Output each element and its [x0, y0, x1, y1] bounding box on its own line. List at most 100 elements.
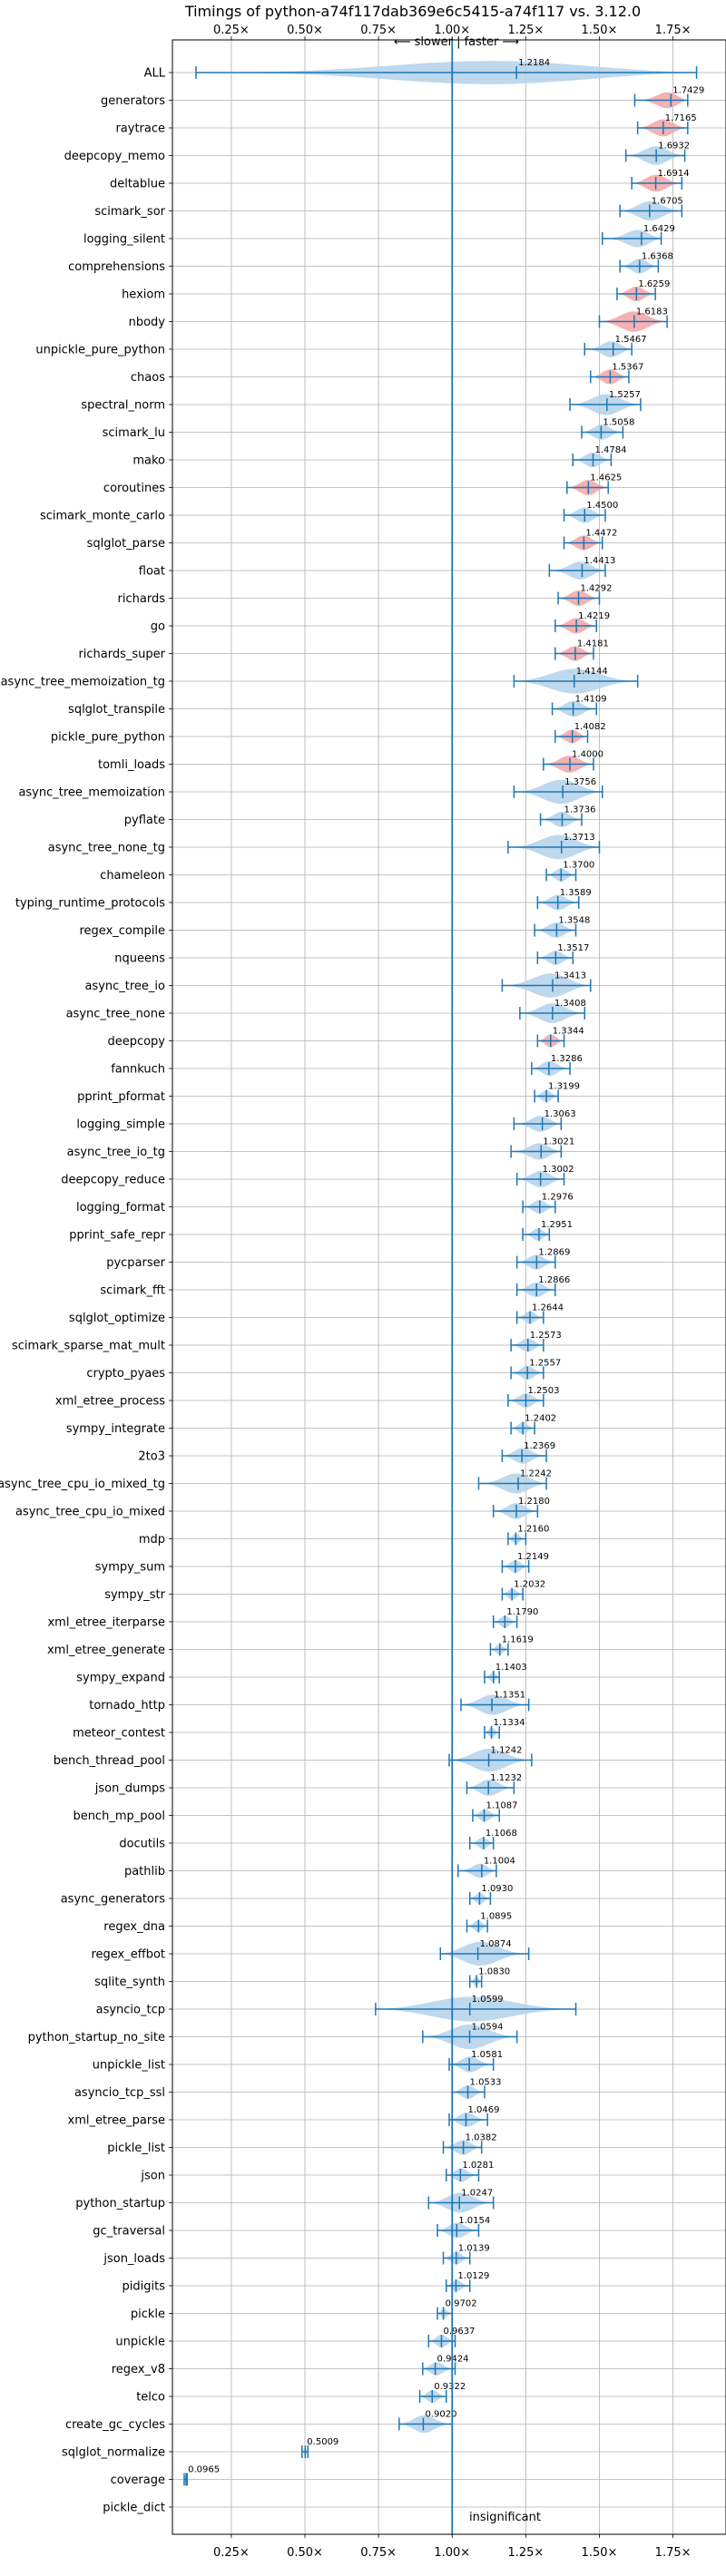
category-label: logging_format — [76, 1201, 165, 1215]
value-label: 1.3286 — [551, 1054, 583, 1064]
category-label: typing_runtime_protocols — [15, 897, 165, 911]
category-label: regex_v8 — [112, 2363, 165, 2376]
category-label: meteor_contest — [73, 1727, 165, 1741]
value-label: 1.0830 — [478, 1967, 510, 1977]
value-label: 1.1334 — [494, 1718, 525, 1728]
category-label: mako — [132, 454, 165, 468]
category-label: async_tree_none_tg — [48, 842, 165, 855]
value-label: 1.0895 — [480, 1912, 512, 1922]
value-label: 1.1068 — [486, 1829, 517, 1839]
category-label: sympy_integrate — [66, 1422, 165, 1436]
value-label: 1.0382 — [466, 2133, 497, 2143]
category-label: ALL — [144, 67, 166, 81]
category-label: unpickle — [115, 2336, 165, 2349]
category-label: logging_simple — [76, 1118, 165, 1132]
value-label: 1.2369 — [524, 1441, 555, 1451]
value-label: 1.0599 — [472, 1995, 504, 2005]
category-label: async_tree_cpu_io_mixed — [15, 1506, 165, 1519]
value-label: 0.9322 — [434, 2382, 466, 2392]
category-label: sympy_str — [104, 1588, 165, 1602]
value-label: 1.4784 — [594, 445, 626, 455]
category-label: richards_super — [78, 648, 165, 661]
value-label: 1.6705 — [652, 197, 683, 207]
category-label: docutils — [119, 1838, 165, 1851]
category-label: nqueens — [114, 952, 165, 966]
category-label: json — [140, 2170, 165, 2183]
value-label: 1.2951 — [541, 1220, 573, 1230]
category-label: pprint_pformat — [77, 1090, 165, 1104]
value-label: 1.1351 — [494, 1691, 525, 1701]
x-tick-label-top: 0.75× — [360, 24, 397, 37]
value-label: 1.2976 — [542, 1193, 574, 1203]
category-label: json_loads — [103, 2252, 165, 2266]
value-label: 1.4000 — [572, 750, 603, 760]
category-label: mdp — [139, 1533, 165, 1547]
value-label: 1.2180 — [518, 1497, 550, 1507]
category-label: pickle — [131, 2308, 165, 2321]
value-label: 1.3021 — [543, 1137, 574, 1147]
value-label: 1.4292 — [581, 584, 613, 594]
value-label: 1.1403 — [495, 1663, 527, 1673]
category-label: nbody — [129, 316, 166, 329]
value-label: 1.2866 — [538, 1275, 570, 1285]
x-tick-label-bottom: 1.75× — [655, 2546, 692, 2560]
category-label: bench_mp_pool — [73, 1810, 165, 1823]
category-label: generators — [101, 94, 165, 108]
value-label: 1.0930 — [481, 1884, 513, 1894]
category-label: python_startup — [75, 2197, 165, 2210]
value-label: 1.0874 — [480, 1939, 512, 1949]
value-label: 1.6368 — [642, 252, 673, 262]
category-label: scimark_sparse_mat_mult — [12, 1340, 165, 1353]
value-label: 1.3413 — [554, 971, 586, 981]
value-label: 1.1004 — [484, 1857, 515, 1867]
value-label: 1.3344 — [553, 1027, 584, 1037]
category-label: sympy_sum — [95, 1561, 165, 1575]
value-label: 1.2184 — [518, 58, 550, 68]
value-label: 1.0533 — [470, 2078, 502, 2088]
category-label: bench_thread_pool — [54, 1754, 165, 1768]
value-label: 1.1619 — [502, 1635, 534, 1645]
category-label: deepcopy — [107, 1035, 165, 1049]
category-label: asyncio_tcp_ssl — [74, 2086, 165, 2100]
value-label: 1.4181 — [577, 639, 609, 649]
value-label: 1.2644 — [532, 1303, 564, 1313]
value-label: 1.3063 — [544, 1109, 576, 1119]
value-label: 1.6429 — [643, 224, 675, 234]
value-label: 0.9702 — [446, 2299, 477, 2309]
category-label: deltablue — [110, 178, 165, 191]
value-label: 0.5009 — [307, 2437, 338, 2447]
value-label: 1.3002 — [543, 1165, 574, 1175]
x-tick-label-top: 1.25× — [507, 24, 544, 37]
value-label: 1.0154 — [458, 2216, 490, 2226]
value-label: 0.9637 — [443, 2327, 475, 2337]
category-label: chaos — [131, 371, 165, 385]
value-label: 1.7165 — [665, 113, 697, 123]
category-label: scimark_monte_carlo — [40, 510, 165, 523]
value-label: 1.0594 — [472, 2023, 504, 2033]
category-label: asyncio_tcp — [96, 2004, 165, 2017]
category-label-layer: ALL generators raytrace deepcopy_memodeltab… — [0, 67, 166, 2515]
value-label: 1.7429 — [672, 86, 704, 96]
value-label: 1.0139 — [458, 2244, 490, 2254]
x-tick-label-top: 1.75× — [655, 24, 692, 37]
category-label: crypto_pyaes — [86, 1367, 165, 1381]
category-label: xml_etree_iterparse — [47, 1616, 165, 1630]
value-label: 1.2557 — [529, 1359, 561, 1369]
category-label: richards — [118, 592, 166, 606]
category-label: async_tree_io_tg — [67, 1146, 165, 1159]
category-label: regex_dna — [103, 1920, 165, 1934]
value-label: 1.2160 — [517, 1525, 549, 1535]
value-label: 0.9020 — [425, 2410, 456, 2420]
value-label: 1.4109 — [575, 695, 607, 705]
category-label: float — [139, 565, 165, 579]
grid-layer — [172, 40, 726, 2534]
value-label: 1.6183 — [636, 307, 668, 317]
x-tick-label-top: 1.00× — [434, 24, 470, 37]
category-label: pyflate — [124, 814, 165, 827]
value-label: 1.5257 — [609, 390, 641, 400]
value-label: 1.0281 — [462, 2161, 494, 2171]
category-label: xml_etree_parse — [68, 2114, 165, 2128]
category-label: scimark_sor — [94, 205, 165, 219]
category-label: create_gc_cycles — [65, 2418, 165, 2432]
